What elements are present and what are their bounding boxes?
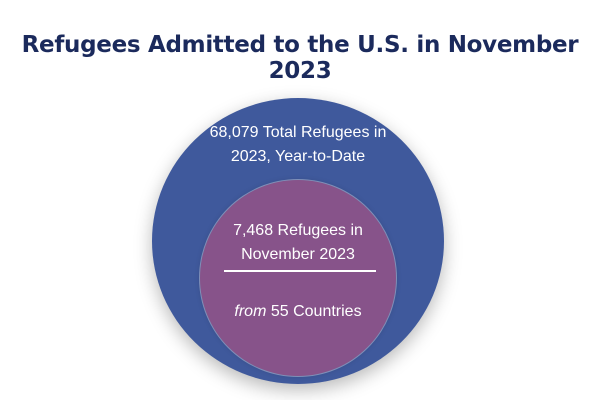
page-title: Refugees Admitted to the U.S. in Novembe… xyxy=(21,32,579,84)
total-refugees-line-1: 68,079 Total Refugees in xyxy=(209,124,387,141)
november-refugees-line-2: November 2023 xyxy=(241,246,355,263)
countries-prefix: from xyxy=(234,303,267,320)
total-refugees-label: 68,079 Total Refugees in 2023, Year-to-D… xyxy=(152,121,444,169)
countries-count: from 55 Countries xyxy=(200,302,396,322)
divider-line xyxy=(224,270,376,272)
total-refugees-line-2: 2023, Year-to-Date xyxy=(230,148,366,165)
november-refugees-circle xyxy=(200,180,396,376)
november-refugees-line-1: 7,468 Refugees in xyxy=(233,222,363,239)
november-refugees-label: 7,468 Refugees in November 2023 xyxy=(200,219,396,267)
countries-text: 55 Countries xyxy=(266,303,362,320)
